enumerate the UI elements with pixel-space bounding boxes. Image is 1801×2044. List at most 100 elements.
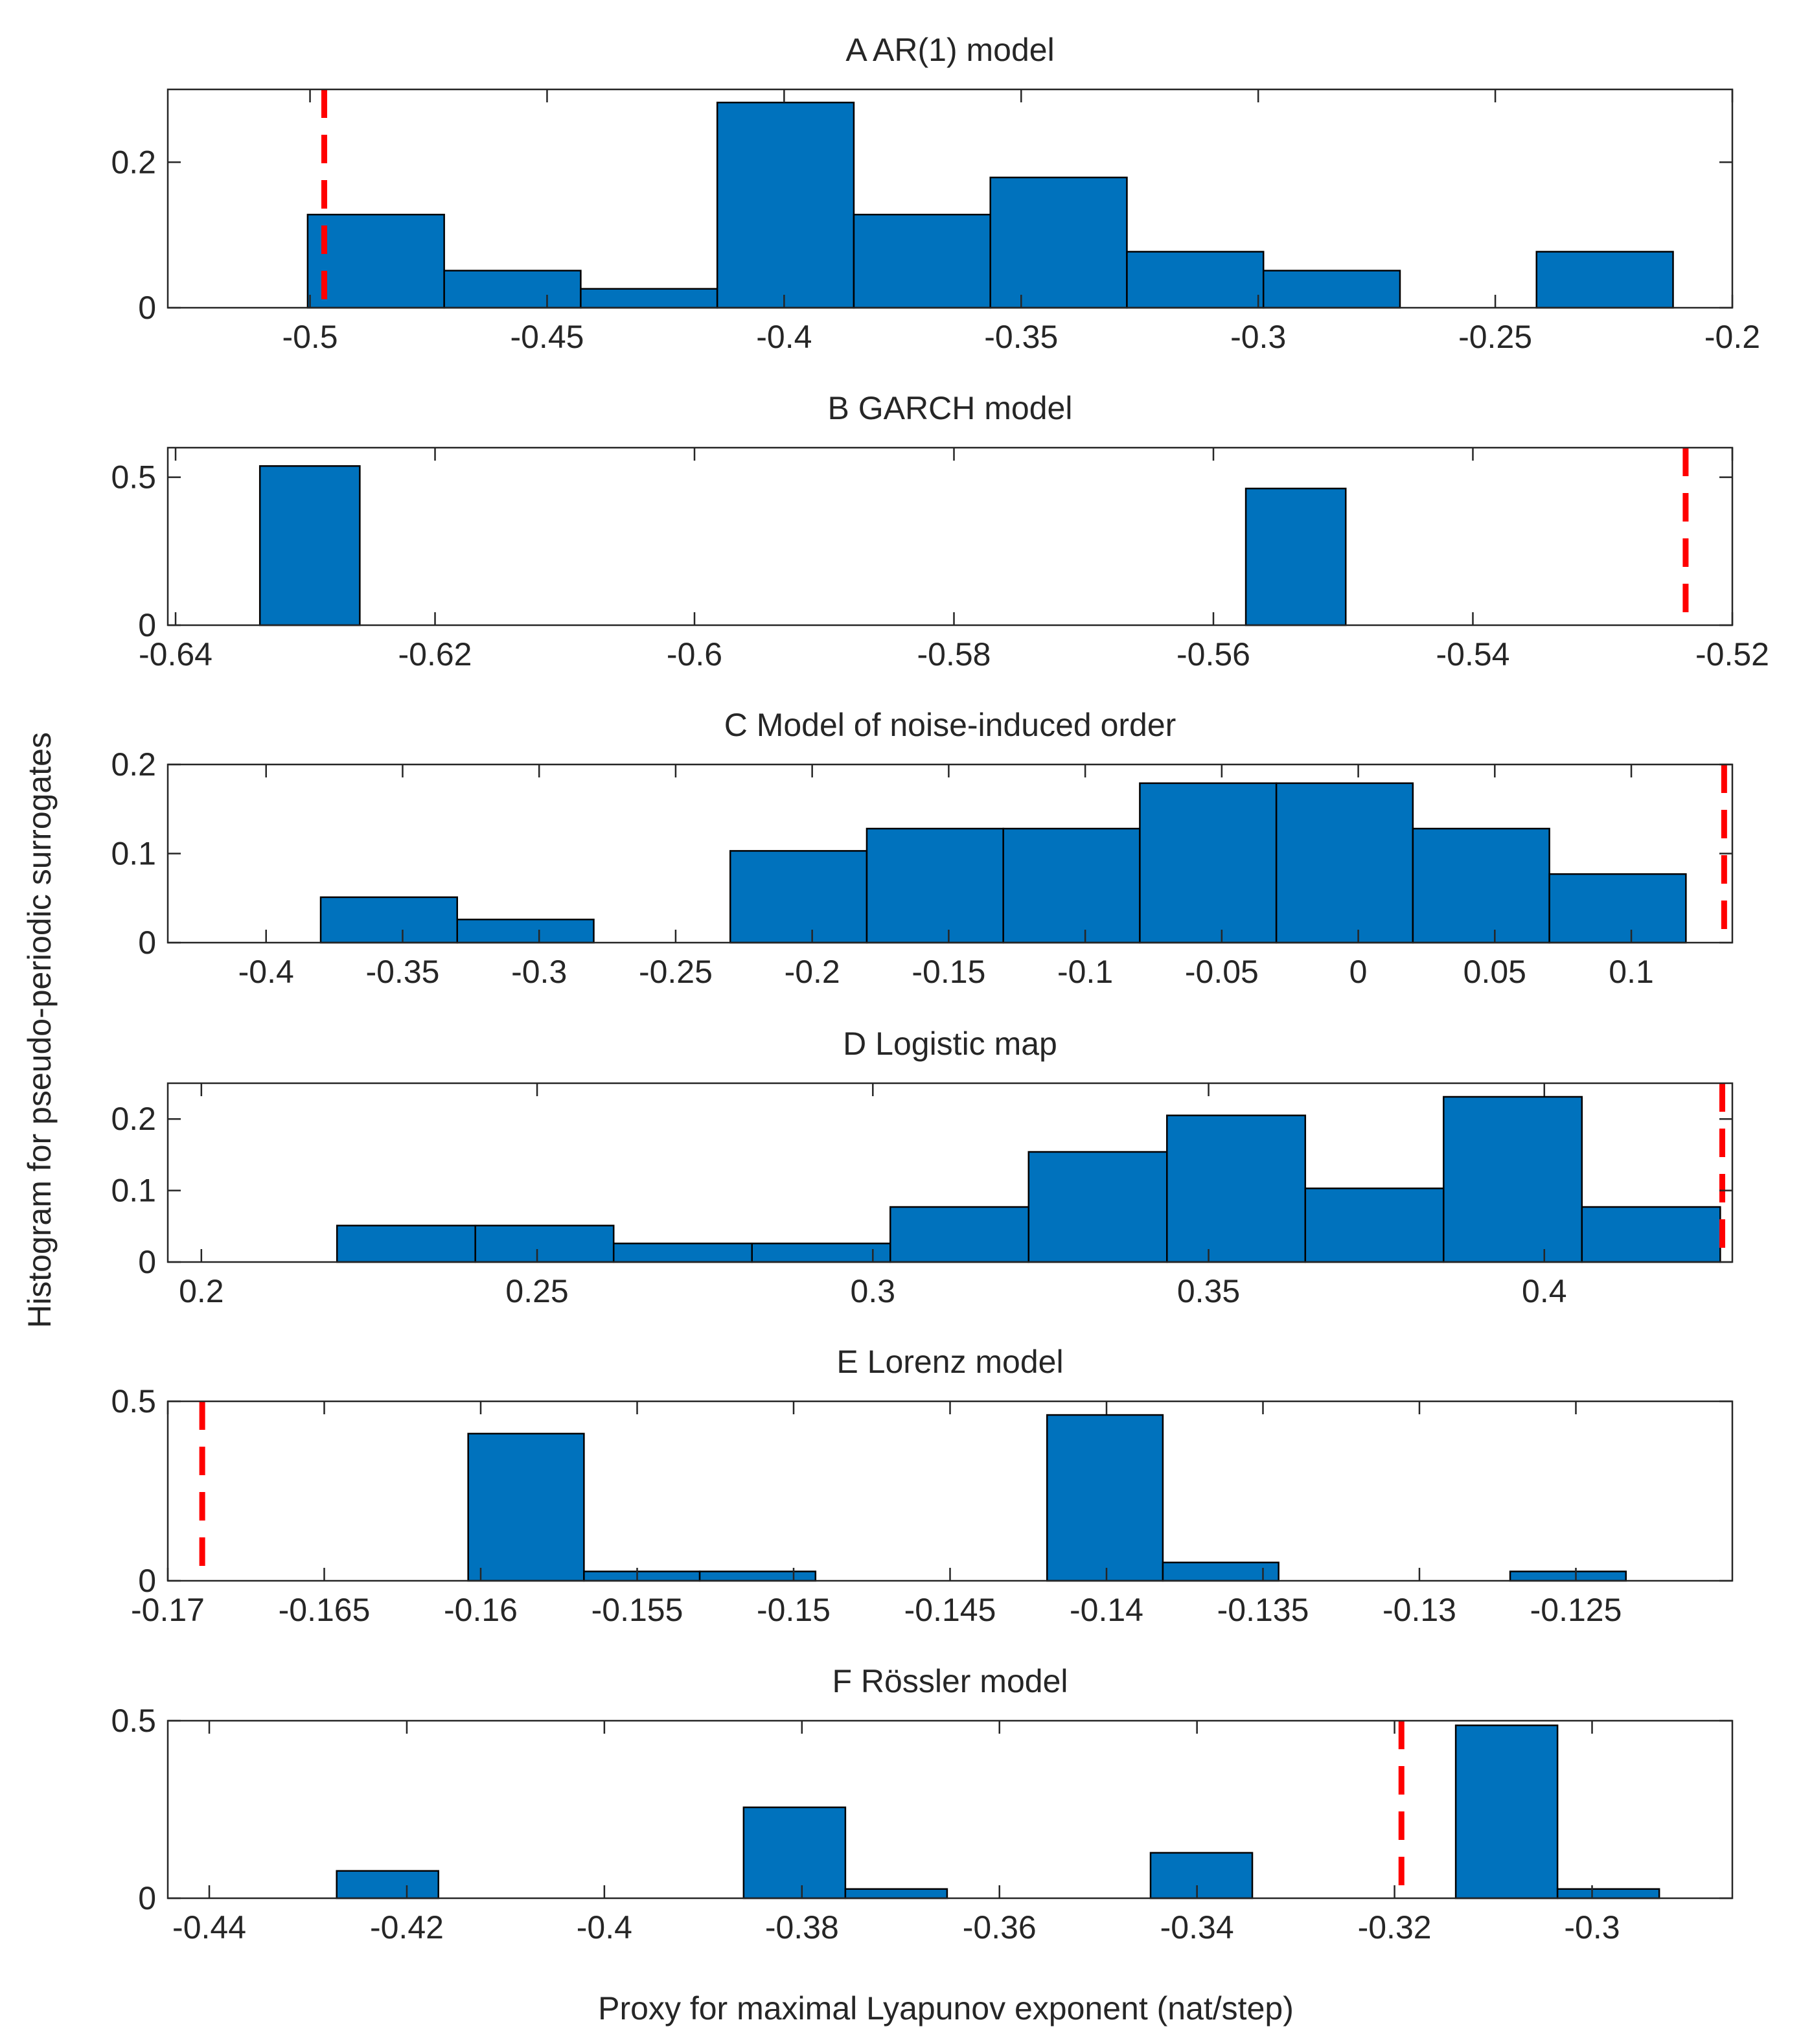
y-tick-label: 0 [138, 1563, 156, 1599]
x-tick-label: -0.165 [279, 1592, 371, 1628]
histogram-bar [1509, 1570, 1627, 1582]
histogram-bar [889, 1206, 1030, 1263]
histogram-bar [467, 1432, 585, 1582]
x-tick-label: -0.2 [1704, 319, 1760, 355]
x-tick-label: -0.3 [1564, 1909, 1620, 1946]
histogram-bar [456, 919, 595, 944]
chart-panel-b: B GARCH model -0.64 -0.62 -0.6 -0.58 -0.56 -0.… [111, 390, 1769, 672]
histogram-bar [1245, 487, 1347, 626]
x-tick-label: -0.58 [917, 636, 991, 672]
histogram-bar [866, 827, 1004, 944]
x-tick-label: -0.44 [172, 1909, 246, 1946]
histogram-bar [1535, 251, 1674, 309]
axes-box [166, 1082, 1734, 1263]
x-tick-label: -0.2 [785, 954, 840, 990]
y-tick-label: 0 [138, 607, 156, 643]
chart-title: D Logistic map [843, 1026, 1057, 1062]
histogram-bar [716, 101, 855, 309]
histogram-bar [319, 896, 459, 944]
axes-box [166, 1719, 1734, 1900]
y-tick-label: 0.2 [111, 144, 156, 180]
histogram-bar [1149, 1852, 1254, 1900]
x-tick-label: -0.52 [1695, 636, 1769, 672]
x-tick-label: 0.2 [179, 1273, 224, 1309]
histogram-bar [1262, 270, 1401, 309]
histogram-bar [336, 1224, 476, 1263]
histogram-bar [742, 1806, 847, 1900]
histogram-bar [583, 1570, 701, 1582]
x-tick-label: -0.35 [365, 954, 439, 990]
histogram-bar [1443, 1096, 1583, 1263]
y-tick-label: 0.2 [111, 1101, 156, 1137]
y-tick-label: 0.1 [111, 1173, 156, 1209]
x-tick-label: -0.14 [1070, 1592, 1143, 1628]
histogram-bar [1139, 782, 1278, 944]
y-tick-label: 0.2 [111, 746, 156, 783]
chart-title: F Rössler model [832, 1663, 1068, 1699]
histogram-bar [474, 1224, 615, 1263]
histogram-bar [853, 213, 991, 309]
x-tick-label: -0.17 [131, 1592, 205, 1628]
histogram-bar [1126, 251, 1265, 309]
x-tick-label: 0.05 [1463, 954, 1526, 990]
axes-box [166, 446, 1734, 626]
histogram-bar [258, 465, 361, 626]
x-tick-label: 0.4 [1522, 1273, 1567, 1309]
x-tick-label: -0.3 [511, 954, 567, 990]
chart-panel-f: F Rössler model -0.44 -0.42 -0.4 -0.38 -0.36 -… [111, 1663, 1734, 1946]
histogram-bar [1027, 1151, 1168, 1263]
x-tick-label: -0.4 [577, 1909, 632, 1946]
x-tick-label: -0.35 [984, 319, 1058, 355]
figure-xlabel: Proxy for maximal Lyapunov exponent (nat… [598, 1990, 1294, 2027]
histogram-bar [612, 1243, 753, 1263]
x-tick-label: -0.155 [591, 1592, 683, 1628]
x-tick-label: -0.64 [139, 636, 212, 672]
histogram-bar [336, 1870, 439, 1900]
x-tick-label: -0.1 [1057, 954, 1113, 990]
histogram-bar [1002, 827, 1141, 944]
x-tick-label: -0.25 [1458, 319, 1532, 355]
x-tick-label: 0 [1349, 954, 1368, 990]
histogram-bar [1275, 782, 1414, 944]
y-tick-label: 0.5 [111, 459, 156, 496]
histogram-bar [306, 213, 445, 309]
chart-panel-e: E Lorenz model -0.17 -0.165 -0.16 -0.155 -0.1… [111, 1344, 1734, 1628]
histogram-bar [580, 288, 718, 309]
histogram-bar [1548, 873, 1687, 944]
histogram-bar [1046, 1414, 1164, 1582]
y-tick-label: 0.5 [111, 1703, 156, 1739]
y-tick-label: 0 [138, 1880, 156, 1916]
x-tick-label: -0.145 [904, 1592, 996, 1628]
x-tick-label: -0.32 [1358, 1909, 1432, 1946]
x-tick-label: -0.6 [667, 636, 722, 672]
y-tick-label: 0.1 [111, 836, 156, 872]
chart-panel-c: C Model of noise-induced order -0.4 -0.35 -… [111, 707, 1734, 990]
x-tick-label: 0.3 [851, 1273, 896, 1309]
x-tick-label: -0.56 [1176, 636, 1250, 672]
chart-title: B GARCH model [828, 390, 1073, 426]
x-tick-label: -0.34 [1160, 1909, 1234, 1946]
y-tick-label: 0 [138, 924, 156, 961]
y-tick-label: 0 [138, 1244, 156, 1280]
histogram-bar [698, 1570, 817, 1582]
x-tick-label: -0.5 [282, 319, 338, 355]
chart-panel-a: A AR(1) model -0.5 -0.45 -0.4 -0.35 -0.3 -0.25… [111, 32, 1760, 355]
x-tick-label: 0.35 [1177, 1273, 1240, 1309]
x-tick-label: -0.4 [756, 319, 812, 355]
x-tick-label: -0.45 [510, 319, 584, 355]
x-tick-label: -0.36 [963, 1909, 1037, 1946]
histogram-bar [1166, 1114, 1307, 1263]
x-tick-label: -0.15 [757, 1592, 831, 1628]
histogram-bar [751, 1243, 891, 1263]
chart-title: E Lorenz model [836, 1344, 1063, 1380]
x-tick-label: -0.135 [1217, 1592, 1309, 1628]
chart-title: C Model of noise-induced order [724, 707, 1176, 743]
histogram-bar [443, 270, 582, 309]
x-tick-label: -0.42 [370, 1909, 444, 1946]
y-tick-label: 0.5 [111, 1383, 156, 1419]
histogram-bar [844, 1888, 948, 1900]
x-tick-label: -0.25 [639, 954, 713, 990]
figure-ylabel: Histogram for pseudo-periodic surrogates [21, 732, 58, 1328]
x-tick-label: -0.38 [765, 1909, 839, 1946]
